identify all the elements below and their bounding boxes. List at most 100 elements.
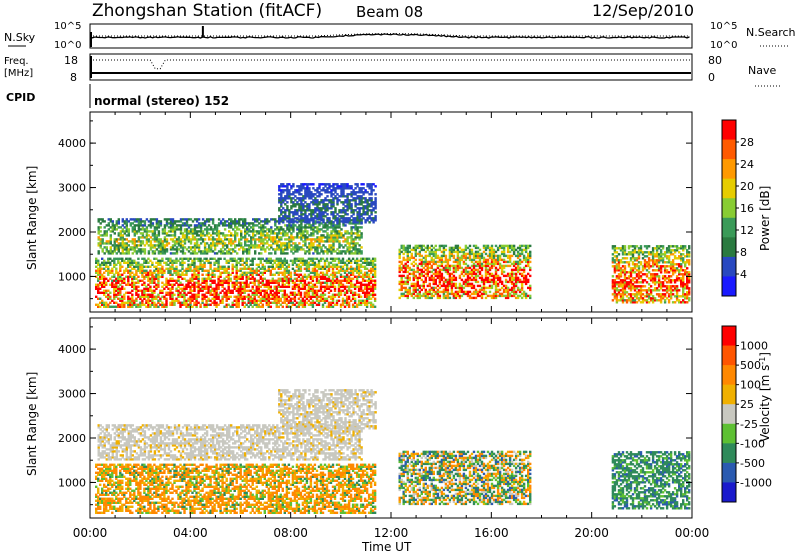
heatmap-cell bbox=[464, 262, 468, 266]
heatmap-cell bbox=[277, 261, 280, 264]
heatmap-cell bbox=[374, 211, 377, 214]
heatmap-cell bbox=[311, 263, 315, 266]
heatmap-cell bbox=[353, 301, 357, 304]
heatmap-cell bbox=[331, 257, 335, 260]
heatmap-cell bbox=[272, 240, 275, 243]
heatmap-cell bbox=[344, 224, 347, 227]
heatmap-cell bbox=[193, 224, 197, 227]
heatmap-cell bbox=[231, 283, 234, 286]
heatmap-cell bbox=[169, 301, 172, 304]
heatmap-cell bbox=[319, 281, 323, 284]
heatmap-cell bbox=[271, 293, 274, 296]
heatmap-cell bbox=[221, 297, 224, 300]
heatmap-cell bbox=[374, 197, 377, 200]
heatmap-cell bbox=[448, 296, 452, 300]
heatmap-cell bbox=[147, 252, 151, 255]
heatmap-cell bbox=[149, 299, 152, 302]
heatmap-cell bbox=[291, 285, 295, 288]
heatmap-cell bbox=[292, 236, 295, 239]
heatmap-cell bbox=[295, 293, 299, 296]
heatmap-cell bbox=[271, 259, 274, 262]
heatmap-cell bbox=[171, 277, 174, 280]
heatmap-cell bbox=[151, 252, 155, 255]
heatmap-cell bbox=[105, 291, 108, 294]
heatmap-cell bbox=[247, 275, 250, 278]
heatmap-cell bbox=[324, 246, 327, 249]
heatmap-cell bbox=[321, 265, 325, 268]
heatmap-cell bbox=[295, 259, 299, 262]
heatmap-cell bbox=[189, 301, 192, 304]
heatmap-cell bbox=[191, 295, 194, 298]
heatmap-cell bbox=[322, 250, 325, 253]
heatmap-cell bbox=[250, 222, 253, 225]
heatmap-cell bbox=[333, 289, 337, 292]
heatmap-cell bbox=[117, 246, 120, 249]
heatmap-cell bbox=[321, 257, 325, 260]
heatmap-cell bbox=[173, 242, 177, 245]
heatmap-cell bbox=[350, 230, 353, 233]
heatmap-cell bbox=[171, 244, 175, 247]
heatmap-cell bbox=[221, 222, 225, 225]
heatmap-cell bbox=[303, 303, 307, 306]
heatmap-cell bbox=[113, 232, 116, 235]
heatmap-cell bbox=[137, 267, 140, 270]
heatmap-cell bbox=[282, 230, 285, 233]
heatmap-cell bbox=[279, 271, 282, 274]
heatmap-cell bbox=[203, 242, 207, 245]
heatmap-cell bbox=[275, 299, 278, 302]
heatmap-cell bbox=[230, 242, 233, 245]
heatmap-cell bbox=[187, 291, 190, 294]
heatmap-cell bbox=[193, 238, 197, 241]
heatmap-cell bbox=[249, 281, 252, 284]
heatmap-cell bbox=[340, 250, 343, 253]
heatmap-cell bbox=[197, 265, 200, 268]
heatmap-cell bbox=[367, 297, 371, 300]
heatmap-cell bbox=[289, 275, 293, 278]
heatmap-cell bbox=[325, 299, 329, 302]
heatmap-cell bbox=[155, 267, 158, 270]
heatmap-cell bbox=[151, 301, 154, 304]
nave-trace bbox=[90, 59, 692, 70]
heatmap-cell bbox=[121, 228, 124, 231]
heatmap-cell bbox=[337, 283, 341, 286]
heatmap-cell bbox=[259, 299, 262, 302]
heatmap-cell bbox=[257, 283, 260, 286]
heatmap-cell bbox=[211, 240, 215, 243]
heatmap-cell bbox=[297, 267, 301, 270]
heatmap-cell bbox=[232, 240, 235, 243]
heatmap-cell bbox=[268, 230, 271, 233]
heatmap-cell bbox=[183, 234, 187, 237]
heatmap-cell bbox=[339, 269, 343, 272]
heatmap-cell bbox=[302, 219, 305, 222]
heatmap-cell bbox=[267, 295, 270, 298]
heatmap-cell bbox=[127, 269, 130, 272]
heatmap-cell bbox=[143, 261, 146, 264]
heatmap-cell bbox=[299, 257, 303, 260]
heatmap-cell bbox=[356, 183, 359, 186]
heatmap-cell bbox=[307, 267, 311, 270]
heatmap-cell bbox=[373, 275, 377, 278]
heatmap-cell bbox=[207, 273, 210, 276]
heatmap-cell bbox=[311, 259, 315, 262]
heatmap-cell bbox=[235, 279, 238, 282]
heatmap-cell bbox=[101, 285, 104, 288]
heatmap-cell bbox=[260, 246, 263, 249]
heatmap-cell bbox=[157, 295, 160, 298]
heatmap-cell bbox=[201, 234, 205, 237]
heatmap-cell bbox=[149, 224, 153, 227]
heatmap-cell bbox=[155, 283, 158, 286]
heatmap-cell bbox=[342, 240, 345, 243]
heatmap-cell bbox=[374, 185, 377, 188]
heatmap-cell bbox=[155, 234, 159, 237]
heatmap-cell bbox=[363, 271, 367, 274]
heatmap-cell bbox=[129, 305, 132, 308]
heatmap-cell bbox=[346, 242, 349, 245]
heatmap-cell bbox=[149, 220, 153, 223]
heatmap-cell bbox=[302, 187, 305, 190]
heatmap-cell bbox=[149, 248, 153, 251]
heatmap-cell bbox=[298, 205, 301, 208]
heatmap-cell bbox=[234, 244, 237, 247]
heatmap-cell bbox=[282, 228, 285, 231]
heatmap-cell bbox=[269, 305, 272, 308]
heatmap-cell bbox=[129, 218, 132, 221]
